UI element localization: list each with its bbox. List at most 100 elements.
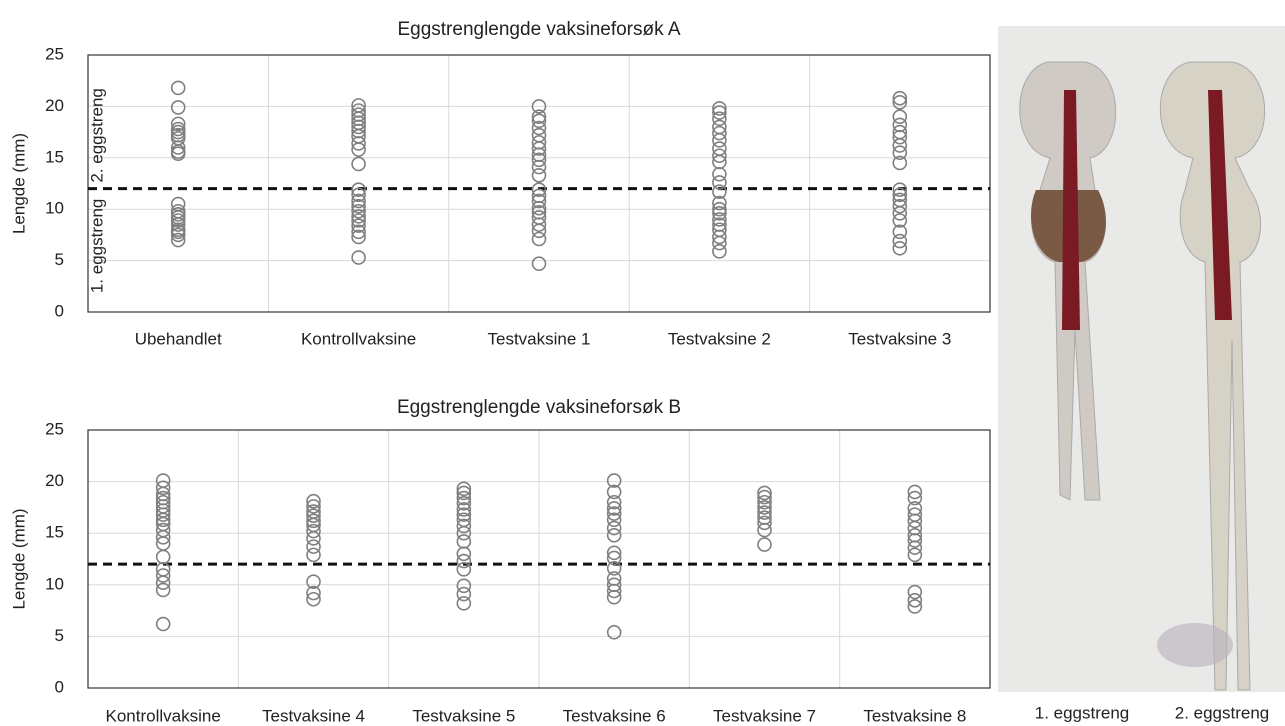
data-point <box>606 560 622 576</box>
data-point <box>155 549 171 565</box>
data-point <box>351 156 366 172</box>
data-point <box>456 507 472 522</box>
data-point <box>892 213 908 228</box>
data-point <box>606 512 622 528</box>
data-point <box>606 545 622 561</box>
x-tick-label: Testvaksine 3 <box>848 329 951 348</box>
data-point <box>712 206 727 221</box>
data-point <box>456 586 472 602</box>
data-point <box>757 500 772 515</box>
data-point <box>351 229 366 245</box>
data-point <box>170 217 186 232</box>
data-point <box>531 256 547 271</box>
data-point <box>757 485 772 501</box>
x-tick-label: Testvaksine 5 <box>412 706 515 725</box>
data-point <box>907 484 923 500</box>
data-point <box>351 187 366 203</box>
data-point <box>606 589 622 605</box>
data-point <box>531 223 547 239</box>
data-point <box>892 94 908 110</box>
x-tick-label: Testvaksine 8 <box>863 706 966 725</box>
data-point <box>170 116 186 132</box>
plot-border <box>87 54 991 313</box>
y-tick-label: 20 <box>45 96 64 115</box>
x-tick-label: Testvaksine 6 <box>563 706 666 725</box>
data-point <box>531 159 547 175</box>
data-point <box>456 518 472 534</box>
data-point <box>907 540 923 555</box>
data-point <box>456 553 472 569</box>
data-point <box>907 513 923 529</box>
data-point <box>892 109 908 124</box>
data-point <box>892 129 908 145</box>
data-point <box>757 522 772 538</box>
data-point <box>712 148 727 164</box>
data-point <box>531 167 547 183</box>
x-tick-label: Testvaksine 7 <box>713 706 816 725</box>
data-point <box>155 568 171 583</box>
data-point <box>456 485 472 501</box>
data-point <box>351 213 366 228</box>
y-tick-label: 10 <box>45 199 64 218</box>
data-point <box>712 184 727 200</box>
data-point <box>606 550 622 566</box>
data-point <box>892 206 908 221</box>
data-point <box>892 182 908 197</box>
data-point <box>712 125 727 141</box>
annotation: 2. eggstreng <box>87 88 106 183</box>
x-tick-label: Kontrollvaksine <box>301 329 416 348</box>
chart: Eggstrenglengde vaksineforsøk B Lengde (m… <box>9 397 991 725</box>
data-point <box>456 578 472 594</box>
photo: 1. eggstreng 2. eggstreng <box>998 26 1285 722</box>
y-tick-label: 10 <box>45 574 64 593</box>
plot-border <box>87 429 991 689</box>
data-point <box>351 209 366 224</box>
data-point <box>170 146 186 161</box>
louse-1-gut <box>1062 90 1080 330</box>
y-tick-label: 5 <box>55 250 64 269</box>
data-point <box>712 166 727 182</box>
data-point <box>531 193 547 209</box>
x-tick-label: Testvaksine 1 <box>488 329 591 348</box>
data-point <box>712 195 727 211</box>
data-point <box>351 218 366 233</box>
y-tick-label: 25 <box>45 44 64 63</box>
data-point <box>531 141 547 156</box>
data-point <box>155 480 171 496</box>
data-point <box>306 513 321 529</box>
data-point <box>351 198 366 214</box>
data-point <box>456 481 472 497</box>
data-point <box>306 585 321 601</box>
data-point <box>170 227 186 243</box>
data-point <box>712 229 727 245</box>
data-point <box>351 136 366 151</box>
chart-title: Eggstrenglengde vaksineforsøk B <box>397 397 681 418</box>
data-point <box>531 113 547 129</box>
data-point <box>712 101 727 116</box>
data-point <box>606 473 622 488</box>
data-point <box>606 501 622 516</box>
data-point <box>170 80 186 96</box>
photo-caption: 1. eggstreng <box>1035 703 1130 722</box>
shadow <box>1157 623 1233 667</box>
data-point <box>456 525 472 541</box>
data-point <box>712 201 727 217</box>
data-point <box>306 523 321 539</box>
data-point <box>712 212 727 227</box>
data-point <box>456 596 472 611</box>
louse-2-gut <box>1208 90 1232 320</box>
data-point <box>155 507 171 522</box>
data-point <box>531 99 547 114</box>
data-point <box>306 591 321 607</box>
data-point <box>351 142 366 157</box>
data-point <box>907 533 923 548</box>
data-point <box>907 592 923 608</box>
data-point <box>606 484 622 500</box>
x-tick-label: Kontrollvaksine <box>106 706 221 725</box>
data-point <box>306 493 321 509</box>
data-point <box>712 105 727 120</box>
data-point <box>892 145 908 160</box>
data-point <box>155 616 171 632</box>
